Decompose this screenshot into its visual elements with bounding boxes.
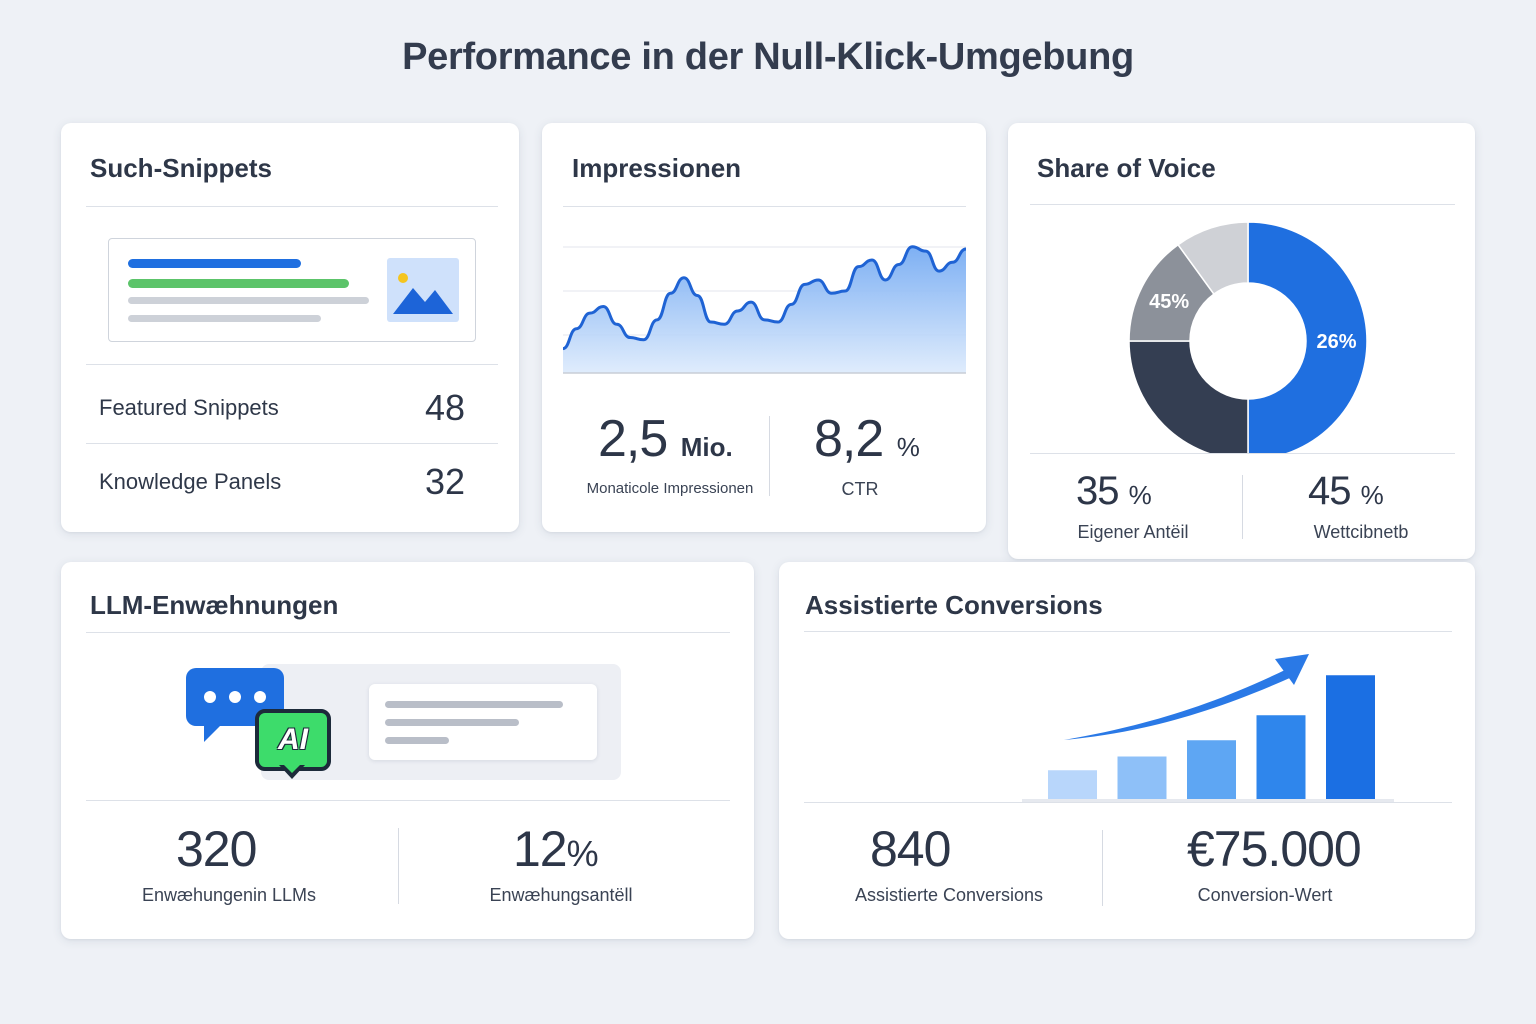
snippets-card: Such-Snippets Featured Snippets 48 Knowl… [61, 123, 519, 532]
impressions-card: Impressionen 2,5 Mio. Monaticole Impress… [542, 123, 986, 532]
search-result-with-image-icon [108, 238, 476, 342]
own-share-caption: Eigener Antëil [1077, 522, 1189, 542]
slice-label: 26% [1316, 331, 1356, 353]
competitor-share-caption: Wettcibnetb [1313, 522, 1409, 542]
ctr-metric: 8,2 % [814, 409, 920, 469]
series-area [563, 246, 966, 373]
snippet-url-line [128, 279, 349, 288]
bar [1187, 740, 1236, 799]
divider [1030, 204, 1455, 205]
donut-hole [1191, 284, 1305, 398]
impressions-metric: 2,5 Mio. [598, 409, 733, 469]
ctr-caption: CTR [841, 479, 879, 499]
divider [86, 206, 498, 207]
bubble-tail [204, 724, 222, 742]
conversions-bar-chart [1022, 654, 1394, 802]
typing-dot [254, 691, 266, 703]
divider [86, 800, 730, 801]
chat-line [385, 719, 519, 726]
divider [804, 631, 1452, 632]
bar-baseline [1022, 799, 1394, 802]
mentions-metric: 320 [176, 820, 257, 878]
own-share-value: 35 [1076, 469, 1119, 513]
featured-snippets-value: 48 [424, 387, 465, 428]
divider [1102, 830, 1103, 906]
card-title: Impressionen [572, 153, 742, 183]
image-icon [387, 258, 459, 322]
typing-dot [229, 691, 241, 703]
own-share-unit: % [1128, 480, 1152, 510]
assisted-conversions-caption: Assistierte Conversions [854, 885, 1044, 905]
conversion-value-caption: Conversion-Wert [1197, 885, 1333, 905]
assisted-conversions-card: Assistierte Conversions 840 Assistierte … [779, 562, 1475, 939]
knowledge-panels-value: 32 [424, 461, 465, 502]
own-share-metric: 35 % [1076, 469, 1152, 514]
page-title: Performance in der Null-Klick-Umgebung [402, 36, 1134, 78]
competitor-share-metric: 45 % [1308, 469, 1384, 514]
bar [1256, 715, 1306, 799]
chat-bubble-icon [186, 668, 284, 742]
divider [1242, 475, 1243, 539]
bar [1048, 770, 1097, 799]
ctr-unit: % [896, 432, 920, 462]
bar [1117, 756, 1167, 799]
divider [804, 802, 1452, 803]
divider [86, 632, 730, 633]
trend-arrow-icon [1064, 654, 1309, 740]
typing-dot [204, 691, 216, 703]
donut-slice [1247, 221, 1368, 453]
ctr-value: 8,2 [814, 410, 884, 468]
competitor-share-value: 45 [1308, 469, 1351, 513]
slice-label: 45% [1149, 291, 1189, 313]
series-line [563, 245, 966, 351]
assisted-conversions-metric: 840 [870, 820, 951, 878]
conversion-value: €75.000 [1187, 821, 1362, 877]
card-title: Such-Snippets [90, 153, 273, 183]
mention-share-value: 12 [513, 821, 568, 877]
mention-share-unit: % [566, 833, 599, 874]
divider [86, 364, 498, 365]
impressions-value: 2,5 [598, 410, 668, 468]
conversion-value-metric: €75.000 [1187, 820, 1362, 878]
snippet-text-line [128, 297, 369, 304]
card-title: Share of Voice [1037, 153, 1216, 183]
mention-share-metric: 12% [513, 820, 599, 878]
competitor-share-unit: % [1360, 480, 1384, 510]
donut-slice [1128, 340, 1249, 453]
knowledge-panels-label: Knowledge Panels [99, 469, 282, 494]
divider [769, 416, 770, 496]
divider [1030, 453, 1455, 454]
divider [563, 206, 966, 207]
divider [86, 443, 498, 444]
ai-bubble-tail [279, 765, 305, 779]
llm-mentions-card: LLM-Enwæhnungen AI 320 Enwæhungenin LLMs… [61, 562, 754, 939]
snippet-title-line [128, 259, 301, 268]
chat-line [385, 737, 449, 744]
divider [398, 828, 399, 904]
share-of-voice-donut-chart: 26% 45% [1128, 221, 1368, 453]
featured-snippets-label: Featured Snippets [99, 395, 279, 420]
impressions-caption: Monaticole Impressionen [586, 480, 754, 497]
share-of-voice-card: Share of Voice 26% 45% 35 % Eigener Antëi… [1008, 123, 1475, 559]
chat-response-card [369, 684, 597, 760]
mentions-caption: Enwæhungenin LLMs [141, 885, 317, 905]
impressions-area-chart [563, 245, 966, 374]
ai-badge-icon: AI [255, 709, 331, 771]
mention-share-caption: Enwæhungsantëll [489, 885, 633, 905]
donut-slice [1177, 221, 1249, 296]
card-title: Assistierte Conversions [805, 590, 1103, 620]
impressions-unit: Mio. [680, 432, 733, 462]
snippet-text-line [128, 315, 321, 322]
assisted-conversions-value: 840 [870, 821, 951, 877]
card-title: LLM-Enwæhnungen [90, 590, 339, 620]
chat-line [385, 701, 563, 708]
mentions-value: 320 [176, 821, 257, 877]
bar [1326, 675, 1375, 799]
